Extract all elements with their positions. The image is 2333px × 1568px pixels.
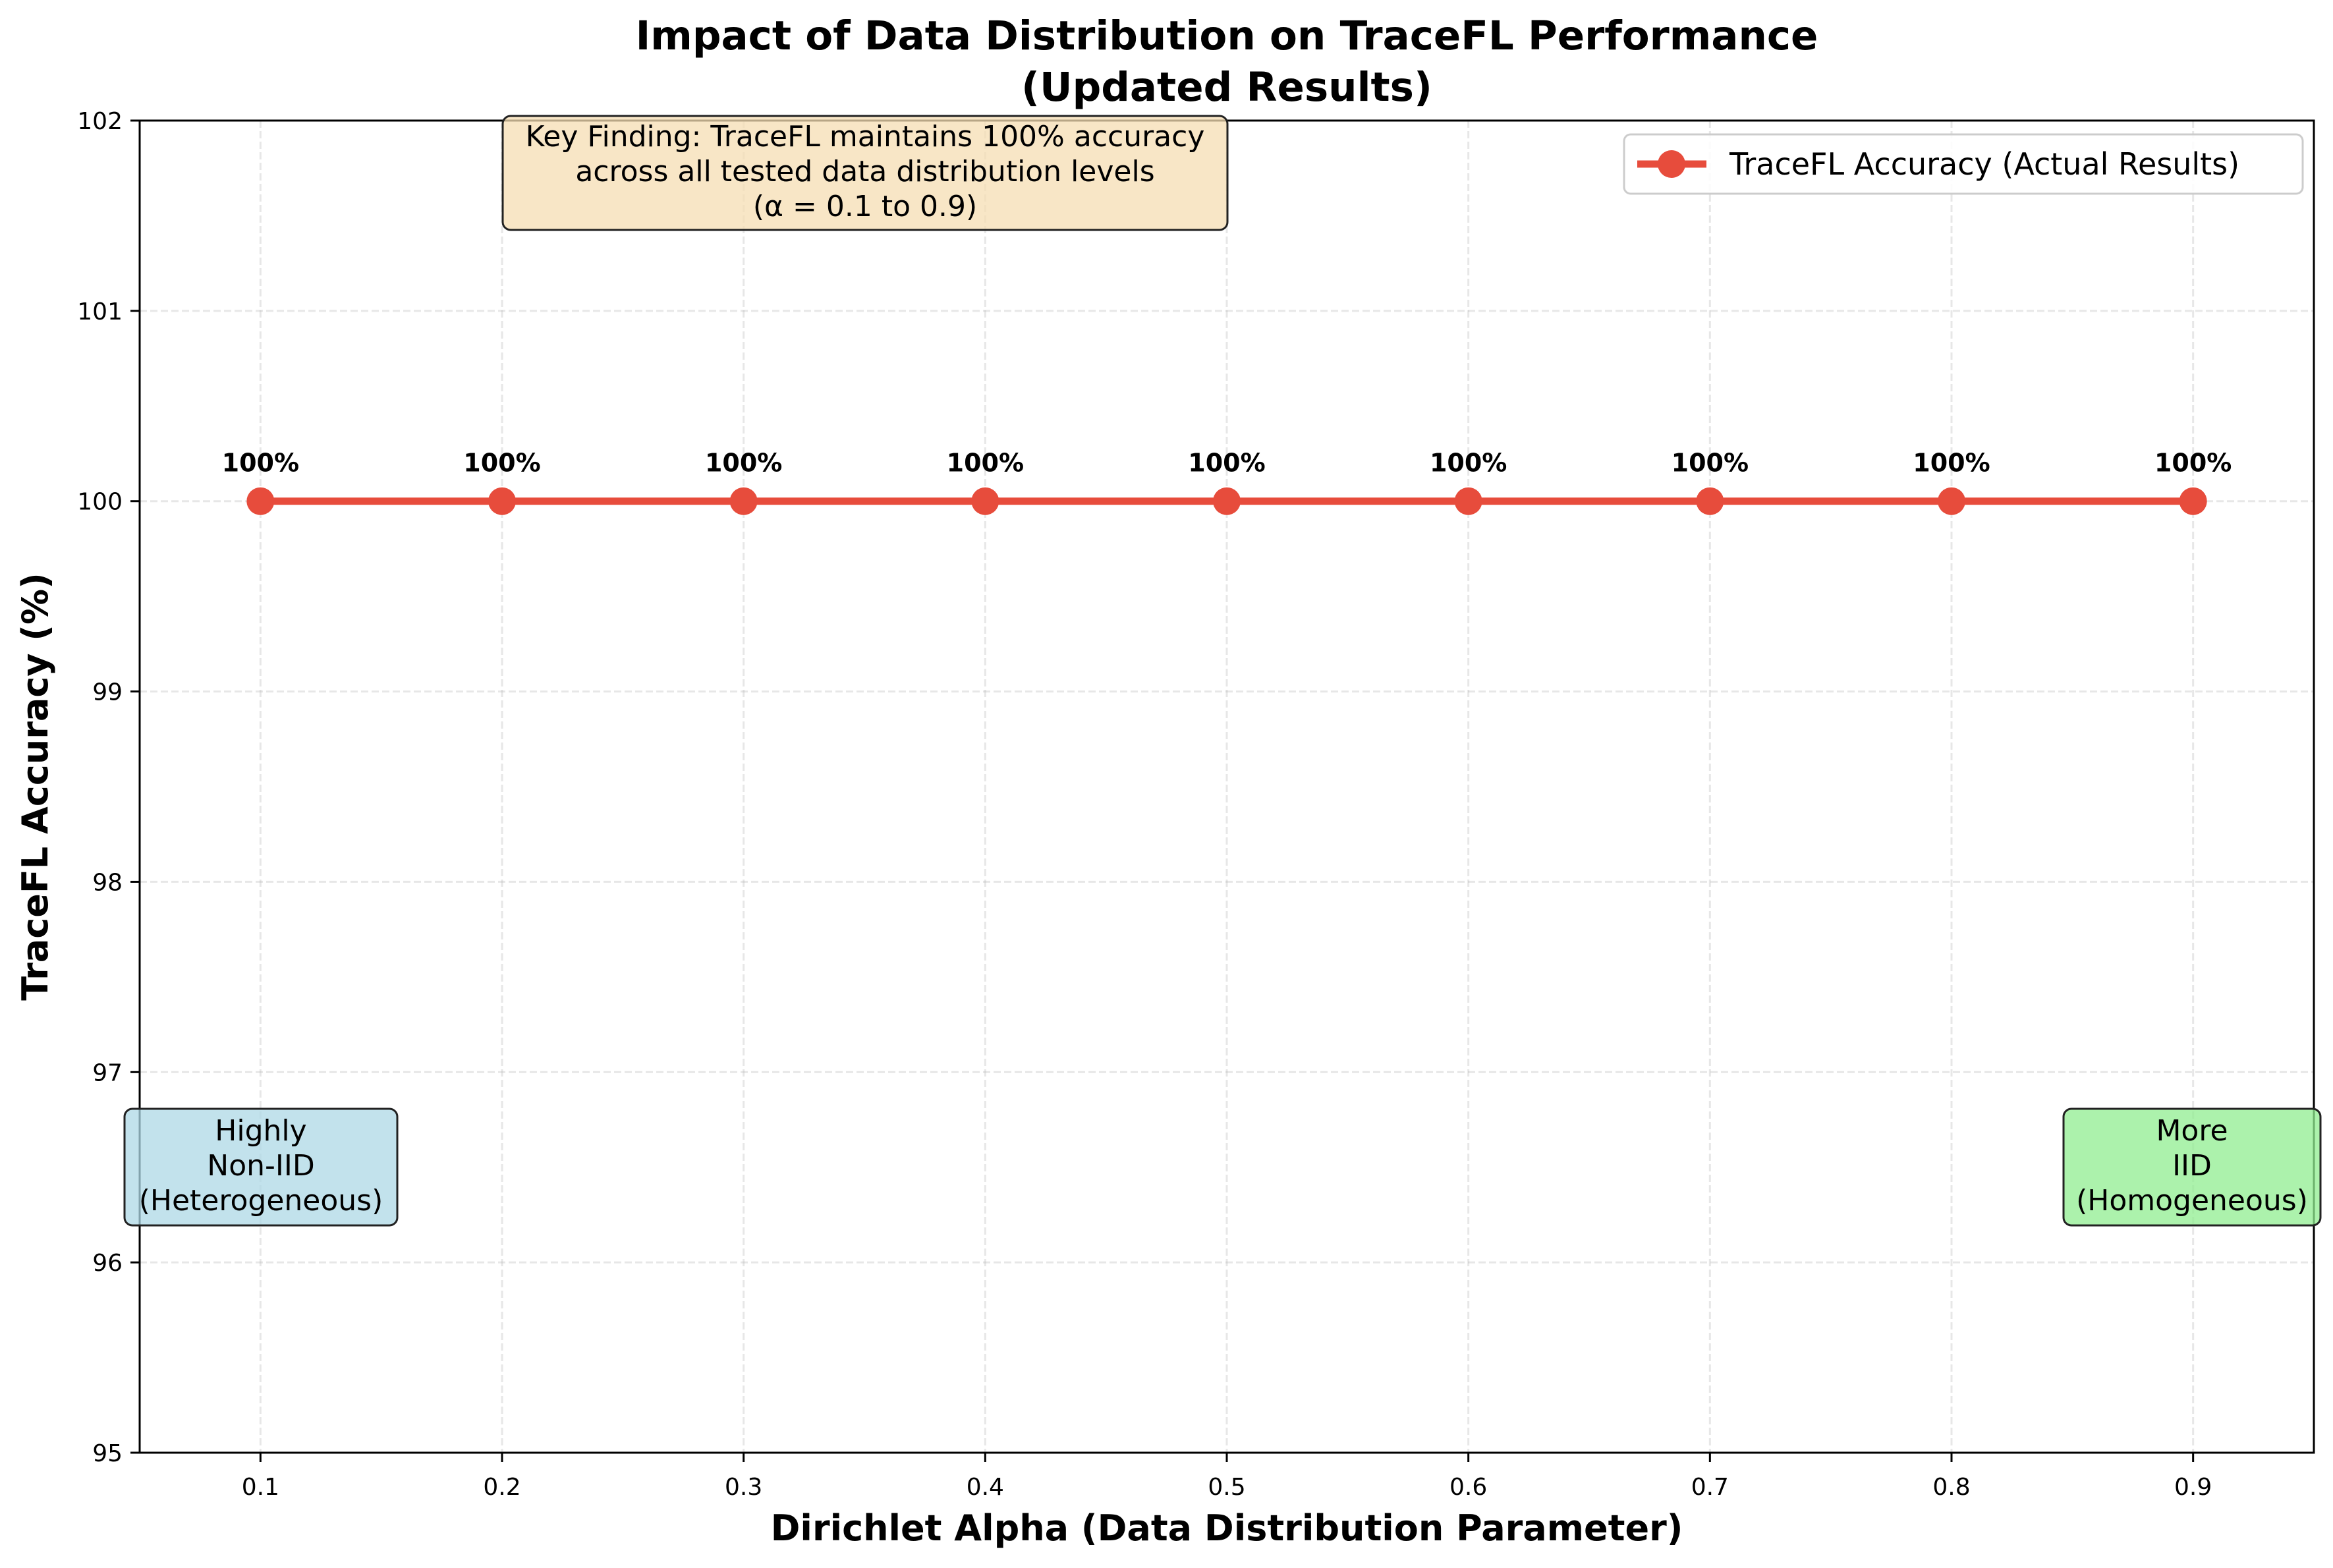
data-point-label: 100% — [1913, 449, 1990, 478]
non-iid-line-3: (Heterogeneous) — [139, 1184, 383, 1218]
data-labels: 100% 100% 100% 100% 100% 100% 100% 100% 100% — [222, 449, 2232, 478]
x-tick-label: 0.8 — [1932, 1474, 1970, 1501]
y-tick-label: 101 — [77, 298, 123, 325]
x-tick-label: 0.9 — [2174, 1474, 2212, 1501]
y-axis-label: TraceFL Accuracy (%) — [14, 573, 56, 1001]
key-finding-line-3: (α = 0.1 to 0.9) — [753, 190, 977, 223]
x-tick-label: 0.3 — [725, 1474, 762, 1501]
x-axis-label: Dirichlet Alpha (Data Distribution Param… — [771, 1507, 1683, 1549]
data-point-label: 100% — [2154, 449, 2232, 478]
x-tick-label: 0.4 — [967, 1474, 1004, 1501]
data-point-marker — [1213, 487, 1241, 515]
data-point-label: 100% — [705, 449, 782, 478]
key-finding-line-2: across all tested data distribution leve… — [575, 155, 1154, 188]
data-point-label: 100% — [222, 449, 299, 478]
data-point-marker — [2179, 487, 2207, 515]
x-tick-label: 0.2 — [483, 1474, 520, 1501]
non-iid-line-2: Non-IID — [207, 1149, 314, 1183]
iid-box — [2062, 1107, 2322, 1227]
data-point-marker — [1938, 487, 1965, 515]
x-tick-label: 0.5 — [1208, 1474, 1245, 1501]
y-tick-label: 98 — [92, 869, 123, 896]
x-axis-ticks: 0.1 0.2 0.3 0.4 0.5 0.6 0.7 0.8 0.9 — [242, 1453, 2212, 1501]
series-layer — [246, 487, 2207, 515]
x-tick-label: 0.1 — [242, 1474, 279, 1501]
data-point-marker — [971, 487, 999, 515]
y-tick-label: 96 — [92, 1250, 123, 1277]
iid-annotation: More IID (Homogeneous) — [2062, 1107, 2322, 1227]
data-point-marker — [246, 487, 275, 515]
data-point-label: 100% — [1430, 449, 1507, 478]
iid-line-2: IID — [2172, 1149, 2212, 1183]
y-tick-label: 95 — [92, 1440, 123, 1467]
non-iid-line-1: Highly — [215, 1114, 306, 1148]
x-tick-label: 0.6 — [1449, 1474, 1487, 1501]
key-finding-line-1: Key Finding: TraceFL maintains 100% accu… — [526, 120, 1205, 154]
x-tick-label: 0.7 — [1691, 1474, 1729, 1501]
y-tick-label: 100 — [77, 489, 123, 516]
data-point-label: 100% — [1672, 449, 1749, 478]
non-iid-box — [123, 1107, 399, 1227]
key-finding-annotation: Key Finding: TraceFL maintains 100% accu… — [501, 115, 1229, 231]
iid-line-3: (Homogeneous) — [2076, 1184, 2308, 1218]
legend-series-marker — [1658, 150, 1685, 178]
y-axis-ticks: 95 96 97 98 99 100 101 102 — [77, 108, 140, 1467]
data-point-label: 100% — [1188, 449, 1265, 478]
key-finding-box — [501, 115, 1229, 231]
data-point-marker — [729, 487, 758, 515]
chart-title-line2: (Updated Results) — [1021, 64, 1432, 111]
iid-line-1: More — [2156, 1114, 2228, 1148]
y-tick-label: 102 — [77, 108, 123, 135]
y-tick-label: 97 — [92, 1059, 123, 1086]
data-point-label: 100% — [463, 449, 540, 478]
data-point-marker — [1696, 487, 1724, 515]
data-point-label: 100% — [947, 449, 1024, 478]
y-tick-label: 99 — [92, 679, 123, 706]
data-point-marker — [488, 487, 516, 515]
chart-title-line1: Impact of Data Distribution on TraceFL P… — [636, 13, 1818, 59]
data-point-marker — [1454, 487, 1482, 515]
legend-frame — [1623, 133, 2304, 195]
legend: TraceFL Accuracy (Actual Results) — [1623, 133, 2304, 195]
non-iid-annotation: Highly Non-IID (Heterogeneous) — [123, 1107, 399, 1227]
legend-series-label: TraceFL Accuracy (Actual Results) — [1729, 146, 2239, 182]
